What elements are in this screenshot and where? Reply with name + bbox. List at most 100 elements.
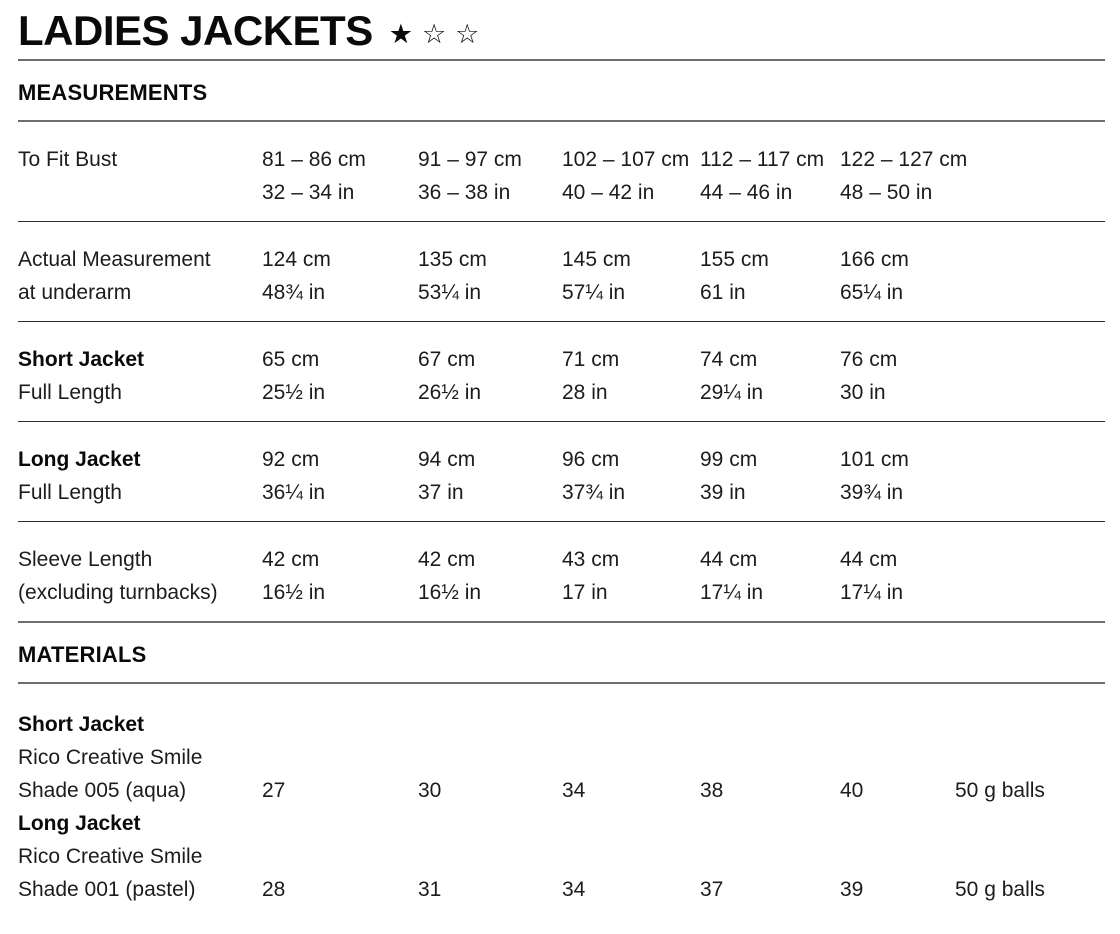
value-in: 36¼ in (262, 481, 326, 504)
title-row: LADIES JACKETS ★ ☆ ☆ (18, 8, 1105, 54)
garment-name: Short Jacket (18, 713, 145, 736)
size-2-value: 91 – 97 cm 36 – 38 in (418, 143, 562, 209)
value-cm: 65 cm (262, 348, 320, 371)
value-cm: 44 cm (840, 548, 898, 571)
quantity-size-3: 34 (562, 878, 586, 901)
materials-list: Short Jacket Rico Creative Smile Shade 0… (18, 708, 1105, 906)
value-cm: 76 cm (840, 348, 898, 371)
garment-name: Long Jacket (18, 812, 141, 835)
size-3-value: 145 cm 57¼ in (562, 243, 700, 309)
value-in: 53¼ in (418, 281, 482, 304)
unit-label: 50 g balls (955, 779, 1045, 802)
title-divider (18, 59, 1105, 61)
value-in: 37¾ in (562, 481, 626, 504)
materials-row-long-jacket: Long Jacket Rico Creative Smile Shade 00… (18, 807, 1105, 906)
size-5-value: 166 cm 65¼ in (840, 243, 955, 309)
row-label: Sleeve Length (excluding turnbacks) (18, 548, 218, 604)
value-cm: 44 cm (700, 548, 758, 571)
size-4-value: 99 cm 39 in (700, 443, 840, 509)
value-in: 44 – 46 in (700, 181, 793, 204)
size-4-value: 44 cm 17¼ in (700, 543, 840, 609)
quantity-size-3: 34 (562, 779, 586, 802)
value-in: 32 – 34 in (262, 181, 355, 204)
quantity-size-2: 30 (418, 779, 442, 802)
value-cm: 74 cm (700, 348, 758, 371)
value-cm: 92 cm (262, 448, 320, 471)
quantity-size-5: 39 (840, 878, 864, 901)
quantity-size-4: 38 (700, 779, 724, 802)
value-in: 17¼ in (840, 581, 904, 604)
row-divider (18, 221, 1105, 222)
value-in: 28 in (562, 381, 608, 404)
page-title: LADIES JACKETS (18, 7, 373, 54)
value-in: 16½ in (262, 581, 326, 604)
measurement-row-actual-measurement: Actual Measurement at underarm 124 cm 48… (18, 222, 1105, 321)
star-filled-icon: ★ (388, 18, 413, 49)
value-cm: 166 cm (840, 248, 909, 271)
size-5-value: 76 cm 30 in (840, 343, 955, 409)
size-2-value: 67 cm 26½ in (418, 343, 562, 409)
size-5-value: 122 – 127 cm 48 – 50 in (840, 143, 968, 209)
size-4-value: 112 – 117 cm 44 – 46 in (700, 143, 840, 209)
material-label: Short Jacket Rico Creative Smile Shade 0… (18, 708, 262, 807)
value-in: 16½ in (418, 581, 482, 604)
value-in: 26½ in (418, 381, 482, 404)
shade-name: Shade 005 (aqua) (18, 779, 187, 802)
value-in: 25½ in (262, 381, 326, 404)
measurement-row-sleeve-length: Sleeve Length (excluding turnbacks) 42 c… (18, 522, 1105, 621)
measurement-row-to-fit-bust: To Fit Bust 81 – 86 cm 32 – 34 in 91 – 9… (18, 122, 1105, 221)
size-3-value: 71 cm 28 in (562, 343, 700, 409)
materials-divider (18, 682, 1105, 684)
quantity-size-4: 37 (700, 878, 724, 901)
row-divider (18, 321, 1105, 322)
value-cm: 124 cm (262, 248, 331, 271)
value-in: 36 – 38 in (418, 181, 511, 204)
star-outline-icon: ☆ (421, 18, 447, 49)
value-cm: 99 cm (700, 448, 758, 471)
value-cm: 71 cm (562, 348, 620, 371)
value-cm: 42 cm (262, 548, 320, 571)
value-in: 17¼ in (700, 581, 764, 604)
row-divider (18, 421, 1105, 422)
value-cm: 102 – 107 cm (562, 148, 690, 171)
size-3-value: 96 cm 37¾ in (562, 443, 700, 509)
value-in: 37 in (418, 481, 464, 504)
star-outline-icon: ☆ (455, 18, 480, 49)
quantity-size-1: 28 (262, 878, 286, 901)
value-in: 39¾ in (840, 481, 904, 504)
size-3-value: 43 cm 17 in (562, 543, 700, 609)
size-1-value: 65 cm 25½ in (262, 343, 418, 409)
row-label: Long Jacket Full Length (18, 448, 141, 504)
value-cm: 112 – 117 cm (700, 148, 825, 171)
value-cm: 91 – 97 cm (418, 148, 522, 171)
value-in: 61 in (700, 281, 746, 304)
size-4-value: 155 cm 61 in (700, 243, 840, 309)
value-in: 65¼ in (840, 281, 904, 304)
size-2-value: 94 cm 37 in (418, 443, 562, 509)
measurements-heading: MEASUREMENTS (18, 80, 208, 105)
unit-label: 50 g balls (955, 878, 1045, 901)
difficulty-rating: ★ ☆ ☆ (388, 18, 480, 49)
measurements-divider (18, 120, 1105, 122)
row-divider (18, 521, 1105, 522)
yarn-name: Rico Creative Smile (18, 746, 203, 769)
value-cm: 42 cm (418, 548, 476, 571)
value-in: 39 in (700, 481, 746, 504)
row-label: Actual Measurement at underarm (18, 248, 211, 304)
size-1-value: 92 cm 36¼ in (262, 443, 418, 509)
value-in: 30 in (840, 381, 886, 404)
materials-heading: MATERIALS (18, 642, 147, 667)
size-4-value: 74 cm 29¼ in (700, 343, 840, 409)
quantity-size-5: 40 (840, 779, 864, 802)
quantity-size-1: 27 (262, 779, 286, 802)
measurement-row-short-jacket: Short Jacket Full Length 65 cm 25½ in 67… (18, 322, 1105, 421)
value-cm: 96 cm (562, 448, 620, 471)
measurements-table: To Fit Bust 81 – 86 cm 32 – 34 in 91 – 9… (18, 122, 1105, 621)
shade-name: Shade 001 (pastel) (18, 878, 196, 901)
value-cm: 135 cm (418, 248, 487, 271)
row-label: Short Jacket Full Length (18, 348, 145, 404)
value-cm: 145 cm (562, 248, 631, 271)
value-cm: 81 – 86 cm (262, 148, 366, 171)
value-cm: 67 cm (418, 348, 476, 371)
value-cm: 122 – 127 cm (840, 148, 968, 171)
